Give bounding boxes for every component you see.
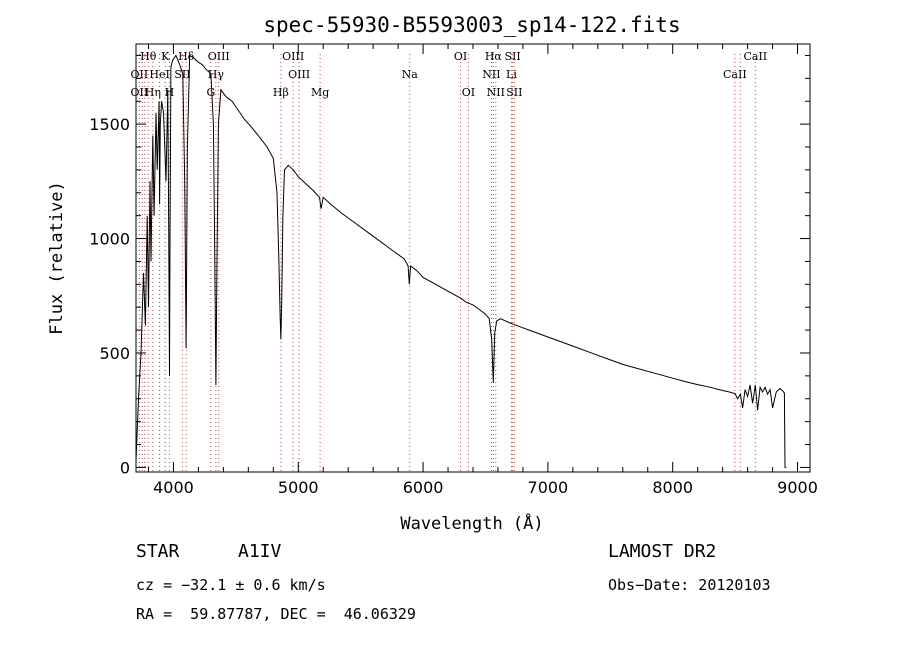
line-label: Li	[506, 68, 517, 81]
observation-date: Obs−Date: 20120103	[608, 576, 771, 594]
x-tick-label: 8000	[652, 478, 693, 497]
line-label: OI	[462, 86, 475, 99]
line-label: G	[206, 86, 215, 99]
sky-coordinates: RA = 59.87787, DEC = 46.06329	[136, 605, 416, 623]
chart-title: spec-55930-B5593003_sp14-122.fits	[263, 13, 680, 37]
line-label: HeI	[149, 68, 169, 81]
y-tick-label: 0	[120, 458, 130, 477]
line-label: SII	[506, 86, 522, 99]
survey-name: LAMOST DR2	[608, 541, 717, 562]
emission-line-markers	[138, 54, 756, 472]
x-tick-label: 5000	[278, 478, 319, 497]
line-label: Hη	[145, 86, 161, 99]
line-label: Hα	[485, 50, 503, 63]
x-tick-label: 7000	[528, 478, 569, 497]
line-label: SII	[504, 50, 520, 63]
line-label: H	[165, 86, 175, 99]
spectral-subclass: A1IV	[238, 541, 282, 562]
line-label: CaII	[743, 50, 767, 63]
spectrum-line	[135, 54, 787, 468]
object-type: STAR	[136, 541, 180, 562]
line-label: Na	[402, 68, 419, 81]
line-label: NII	[482, 68, 500, 81]
line-label: OII	[131, 86, 149, 99]
line-label: Hδ	[178, 50, 195, 63]
y-tick-label: 500	[99, 344, 130, 363]
line-label: OIII	[208, 50, 230, 63]
line-label: NII	[487, 86, 505, 99]
line-label: OI	[454, 50, 467, 63]
line-label: Mg	[311, 86, 329, 99]
line-label: Hγ	[208, 68, 225, 81]
y-axis-label: Flux (relative)	[47, 181, 67, 335]
line-label: OIII	[288, 68, 310, 81]
x-tick-label: 4000	[153, 478, 194, 497]
line-label: K	[161, 50, 170, 63]
x-tick-label: 6000	[403, 478, 444, 497]
line-label: Hθ	[140, 50, 157, 63]
y-tick-label: 1500	[89, 115, 130, 134]
axis-ticks: 4000 5000 6000 7000 8000 9000 0 500 1000 1500	[89, 44, 818, 497]
redshift-velocity: cz = −32.1 ± 0.6 km/s	[136, 576, 326, 594]
line-label: OII	[131, 68, 149, 81]
x-tick-label: 9000	[777, 478, 818, 497]
y-tick-label: 1000	[89, 230, 130, 249]
line-label: CaII	[723, 68, 747, 81]
line-label: Hβ	[273, 86, 289, 99]
line-label: OIII	[282, 50, 304, 63]
x-axis-label: Wavelength (Å)	[400, 512, 543, 534]
